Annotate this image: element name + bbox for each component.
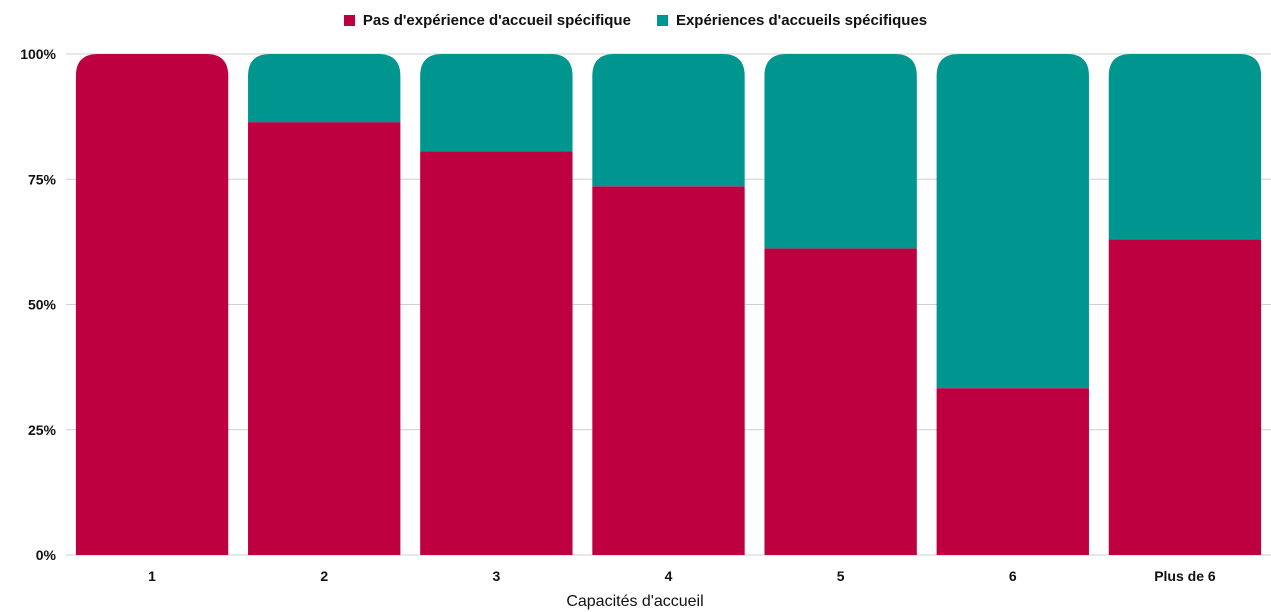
bar-segment-no-experience <box>75 54 229 555</box>
y-tick-label: 75% <box>28 171 57 187</box>
x-axis-title: Capacités d'accueil <box>566 593 703 610</box>
bar-segment-specific-experiences <box>764 54 917 249</box>
y-tick-label: 100% <box>20 46 56 62</box>
chart-legend: Pas d'expérience d'accueil spécifique Ex… <box>0 12 1271 29</box>
y-tick-label: 0% <box>36 547 57 563</box>
legend-swatch-specific-experiences <box>656 15 668 26</box>
y-tick-label: 25% <box>28 422 57 438</box>
bar-segment-no-experience <box>420 151 573 555</box>
x-tick-label: 6 <box>1009 568 1017 584</box>
bar-segment-specific-experiences <box>420 54 573 152</box>
bar-segment-specific-experiences <box>248 54 401 123</box>
legend-label-no-experience: Pas d'expérience d'accueil spécifique <box>362 12 631 29</box>
bar-segment-no-experience <box>1108 239 1262 555</box>
x-tick-label: 2 <box>320 568 328 584</box>
legend-swatch-no-experience <box>343 15 355 26</box>
x-tick-label: Plus de 6 <box>1154 568 1216 584</box>
bar-segment-no-experience <box>764 248 917 555</box>
legend-item-specific-experiences[interactable]: Expériences d'accueils spécifiques <box>656 12 928 29</box>
bar-segment-specific-experiences <box>936 54 1089 389</box>
bar-segment-specific-experiences <box>1108 54 1262 240</box>
y-tick-label: 50% <box>28 297 57 313</box>
bar-segment-specific-experiences <box>592 54 745 187</box>
bar-segment-no-experience <box>592 186 745 555</box>
legend-item-no-experience[interactable]: Pas d'expérience d'accueil spécifique <box>343 12 631 29</box>
legend-label-specific-experiences: Expériences d'accueils spécifiques <box>675 12 928 29</box>
bar-segment-no-experience <box>248 122 401 556</box>
x-tick-label: 5 <box>837 568 845 584</box>
bar-segment-no-experience <box>936 388 1089 555</box>
x-tick-label: 1 <box>148 568 156 584</box>
x-tick-label: 3 <box>492 568 500 584</box>
x-tick-label: 4 <box>665 568 673 584</box>
